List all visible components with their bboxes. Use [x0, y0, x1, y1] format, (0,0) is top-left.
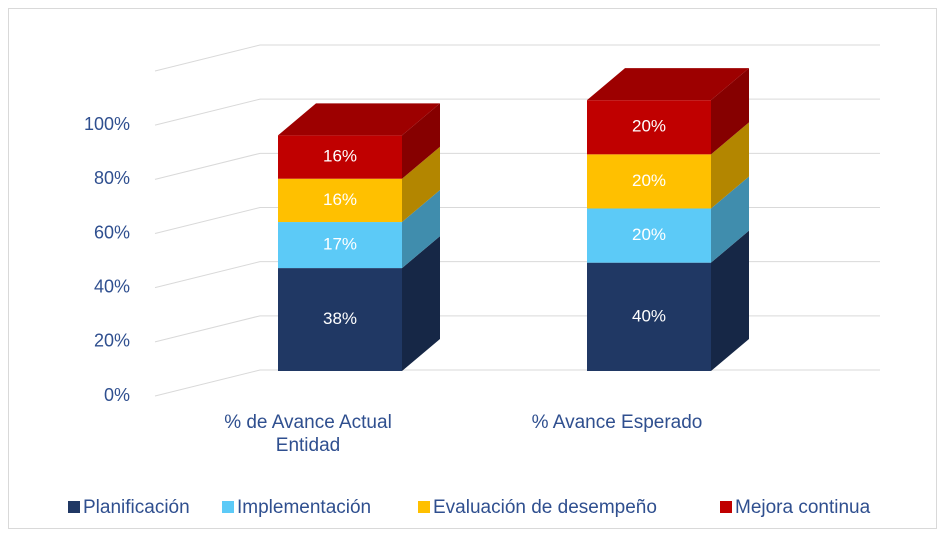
legend-label: Implementación [237, 497, 371, 518]
data-label: 20% [632, 225, 666, 244]
data-label: 20% [632, 171, 666, 190]
bar-side [711, 122, 749, 209]
legend-swatch [222, 501, 234, 513]
bar-side [711, 68, 749, 155]
bar-segment [587, 100, 711, 155]
y-tick-label: 40% [94, 276, 130, 296]
y-tick-label: 80% [94, 168, 130, 188]
y-tick-label: 20% [94, 331, 130, 351]
bar-segment [278, 178, 402, 223]
chart-border [8, 8, 937, 529]
data-label: 40% [632, 306, 666, 325]
bar-segment [587, 208, 711, 263]
data-label: 16% [323, 190, 357, 209]
data-label: 17% [323, 235, 357, 254]
data-label: 16% [323, 147, 357, 166]
bar-side [402, 146, 440, 223]
legend-label: Planificación [83, 497, 190, 518]
legend-swatch [418, 501, 430, 513]
x-tick-label: % de Avance Actual Entidad [224, 412, 392, 456]
bar-top [587, 68, 749, 101]
x-tick-label: % Avance Esperado [531, 412, 703, 433]
y-tick-label: 0% [104, 385, 130, 405]
plot-frame [154, 44, 880, 72]
bar-segment [587, 262, 711, 371]
y-tick-label: 100% [84, 114, 130, 134]
legend-swatch [68, 501, 80, 513]
bar-segment [278, 222, 402, 269]
legend-swatch [720, 501, 732, 513]
legend-label: Mejora continua [735, 497, 871, 518]
y-tick-label: 60% [94, 222, 130, 242]
bar-top [278, 103, 440, 136]
bar-side [711, 230, 749, 371]
bar-segment [278, 135, 402, 179]
bar-segment [587, 154, 711, 209]
bar-segment [278, 268, 402, 371]
data-label: 38% [323, 309, 357, 328]
bar-side [402, 190, 440, 269]
bar-side [711, 176, 749, 263]
bar-side [402, 236, 440, 371]
bar-side [402, 103, 440, 179]
legend-label: Evaluación de desempeño [433, 497, 657, 518]
data-label: 20% [632, 117, 666, 136]
